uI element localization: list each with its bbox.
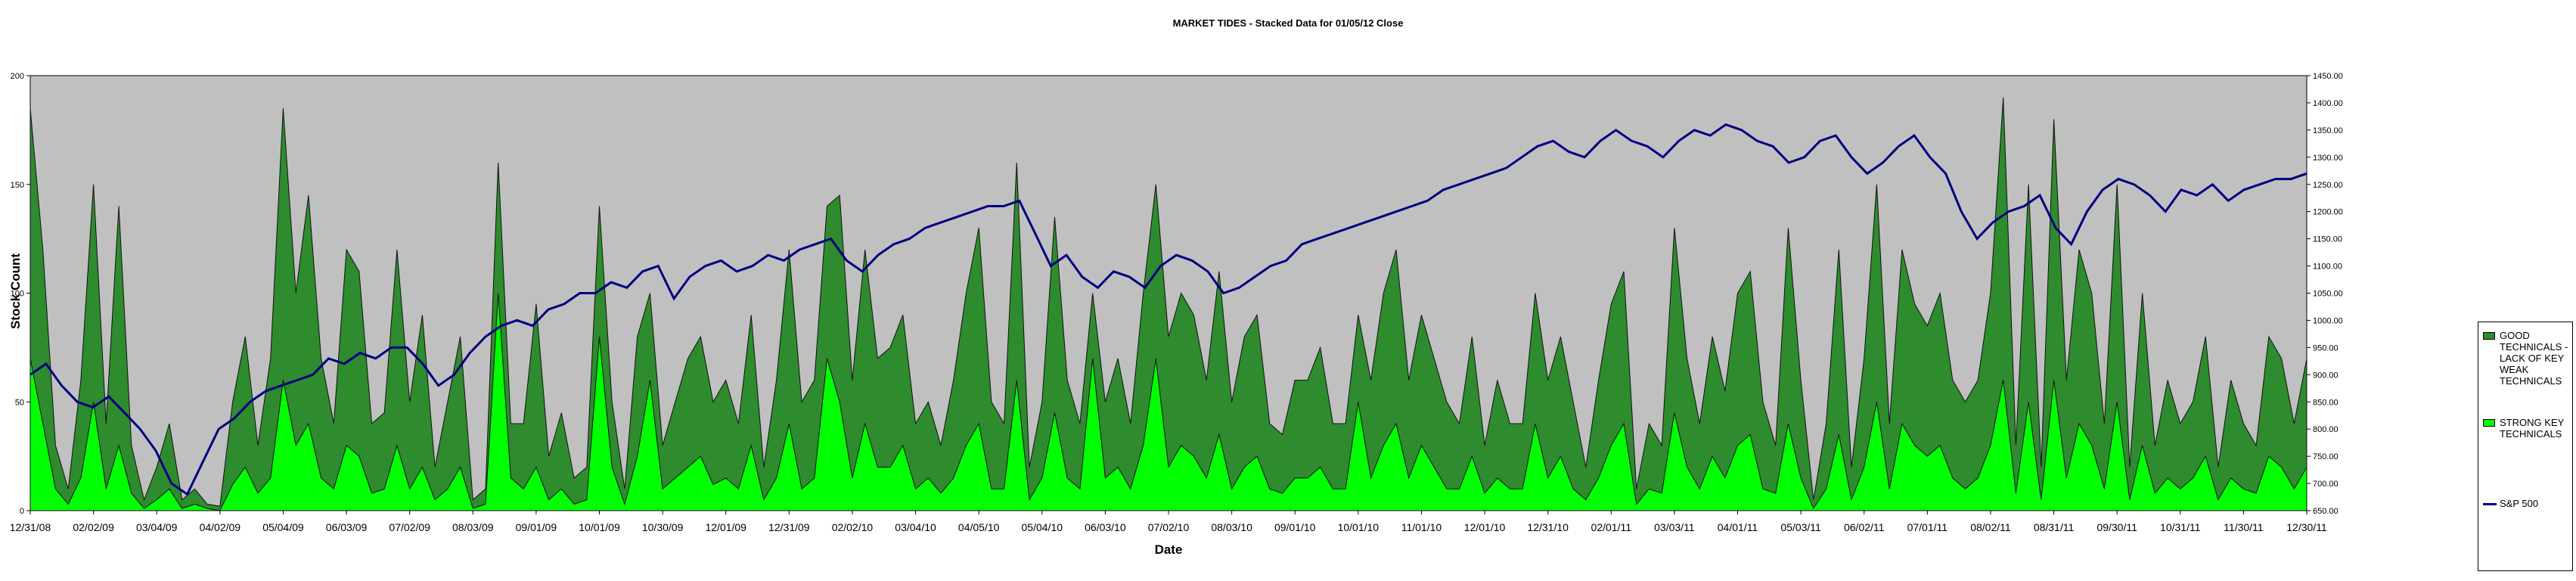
right-tick-label: 750.00	[2313, 452, 2339, 461]
right-tick-label: 1300.00	[2313, 154, 2343, 163]
right-tick-label: 950.00	[2313, 343, 2339, 353]
x-tick-label: 05/03/11	[1780, 521, 1821, 533]
x-tick-label: 12/01/09	[705, 521, 746, 533]
x-tick-label: 03/04/10	[895, 521, 936, 533]
x-tick-label: 11/01/10	[1401, 521, 1442, 533]
right-tick-label: 900.00	[2313, 371, 2339, 380]
x-tick-label: 09/01/10	[1274, 521, 1316, 533]
x-tick-label: 12/01/10	[1464, 521, 1506, 533]
x-tick-label: 05/04/09	[262, 521, 304, 533]
x-tick-label: 08/03/10	[1211, 521, 1252, 533]
legend-label: S&P 500	[2500, 498, 2539, 509]
x-tick-label: 06/03/10	[1085, 521, 1126, 533]
line-series-sp500	[29, 123, 2308, 496]
x-tick-label: 08/31/11	[2034, 521, 2075, 533]
y-axis-label: Stock Count	[8, 253, 23, 329]
x-tick-label: 07/02/09	[389, 521, 430, 533]
right-tick-label: 1000.00	[2313, 316, 2343, 325]
left-tick-label: 0	[20, 507, 24, 516]
legend-swatch-bright-green	[2483, 419, 2495, 427]
x-tick-label: 07/02/10	[1148, 521, 1190, 533]
x-axis-label: Date	[1155, 542, 1183, 557]
x-tick-label: 04/01/11	[1718, 521, 1758, 533]
x-tick-label: 07/01/11	[1907, 521, 1948, 533]
chart-legend: GOOD TECHNICALS - LACK OF KEY WEAK TECHN…	[2478, 322, 2573, 571]
x-tick-label: 11/30/11	[2224, 521, 2264, 533]
x-tick-label: 08/03/09	[452, 521, 494, 533]
right-tick-label: 1350.00	[2313, 126, 2343, 135]
x-tick-label: 09/01/09	[516, 521, 557, 533]
legend-label: STRONG KEY TECHNICALS	[2500, 417, 2565, 440]
x-tick-label: 10/31/11	[2160, 521, 2201, 533]
right-tick-label: 1400.00	[2313, 99, 2343, 108]
x-tick-label: 04/05/10	[958, 521, 1000, 533]
chart-title: MARKET TIDES - Stacked Data for 01/05/12…	[1173, 17, 1404, 29]
x-tick-label: 10/01/09	[579, 521, 620, 533]
left-tick-label: 150	[11, 181, 24, 190]
right-tick-label: 700.00	[2313, 480, 2339, 489]
legend-swatch-navy-line	[2483, 503, 2497, 505]
x-tick-label: 12/31/09	[768, 521, 810, 533]
right-tick-label: 1050.00	[2313, 290, 2343, 299]
right-tick-label: 1150.00	[2313, 235, 2342, 244]
x-tick-label: 02/02/10	[832, 521, 874, 533]
x-tick-label: 10/01/10	[1338, 521, 1380, 533]
right-tick-label: 1100.00	[2313, 263, 2342, 272]
x-tick-label: 12/30/11	[2286, 521, 2327, 533]
left-tick-label: 200	[11, 72, 24, 81]
x-tick-label: 04/02/09	[200, 521, 241, 533]
x-tick-label: 06/02/11	[1844, 521, 1885, 533]
right-tick-label: 650.00	[2313, 507, 2339, 516]
x-tick-label: 03/03/11	[1654, 521, 1695, 533]
x-tick-label: 03/04/09	[136, 521, 178, 533]
right-tick-label: 1250.00	[2313, 181, 2343, 190]
x-tick-label: 12/31/10	[1527, 521, 1569, 533]
x-tick-label: 12/31/08	[10, 521, 51, 533]
x-tick-label: 09/30/11	[2096, 521, 2137, 533]
legend-swatch-dark-green	[2483, 332, 2495, 340]
x-tick-label: 05/04/10	[1022, 521, 1063, 533]
area-series-1	[29, 293, 2308, 511]
legend-label: GOOD TECHNICALS - LACK OF KEY WEAK TECHN…	[2500, 330, 2568, 387]
right-tick-label: 800.00	[2313, 425, 2339, 434]
left-tick-label: 100	[11, 290, 24, 299]
left-tick-label: 50	[15, 398, 24, 407]
x-tick-label: 02/01/11	[1591, 521, 1632, 533]
right-tick-label: 1200.00	[2313, 208, 2343, 217]
right-tick-label: 1450.00	[2313, 72, 2343, 81]
right-tick-label: 850.00	[2313, 398, 2339, 407]
x-tick-label: 10/30/09	[642, 521, 684, 533]
x-tick-label: 02/02/09	[73, 521, 114, 533]
x-tick-label: 08/02/11	[1970, 521, 2011, 533]
x-tick-label: 06/03/09	[326, 521, 368, 533]
